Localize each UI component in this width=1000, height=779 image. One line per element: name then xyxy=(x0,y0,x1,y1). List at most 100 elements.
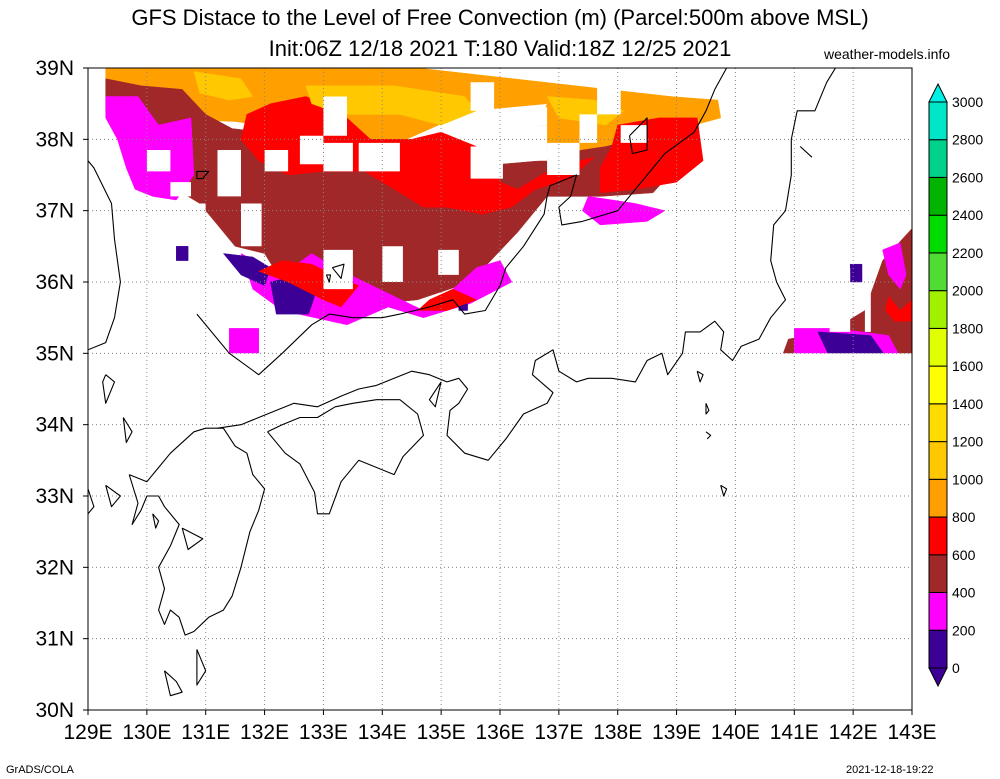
lat-tick-label: 39N xyxy=(35,57,74,80)
lat-tick-label: 31N xyxy=(35,628,74,651)
lon-tick-label: 130E xyxy=(122,721,171,744)
coastline-19 xyxy=(696,370,704,383)
colorbar-swatch xyxy=(928,629,948,669)
lat-axis: 30N 31N 32N 33N 34N 35N 36N 37N 38N 39N xyxy=(35,57,88,722)
lfc-region-0-4-4 xyxy=(849,263,863,283)
lon-tick-label: 133E xyxy=(299,721,348,744)
lat-tick-label: 35N xyxy=(35,342,74,365)
colorbar-label: 3000 xyxy=(952,94,983,110)
lon-tick-label: 142E xyxy=(829,721,878,744)
lfc-region-200-3-5 xyxy=(582,196,666,226)
coastline-17 xyxy=(428,381,442,408)
colorbar-min-arrow xyxy=(928,667,948,688)
undefined-cell-15 xyxy=(547,142,580,175)
lon-tick-label: 138E xyxy=(593,721,642,744)
undefined-cell-11 xyxy=(382,246,403,282)
colorbar-swatch xyxy=(928,365,948,405)
lat-tick-label: 30N xyxy=(35,699,74,722)
colorbar-label: 1400 xyxy=(952,396,983,412)
undefined-cell-8 xyxy=(323,142,353,172)
colorbar-label: 2200 xyxy=(952,245,983,261)
undefined-cell-20 xyxy=(523,107,548,126)
lat-tick-label: 34N xyxy=(35,414,74,437)
undefined-cell-13 xyxy=(470,146,503,179)
lfc-region-400-5-5 xyxy=(258,260,360,308)
colorbar-label: 200 xyxy=(952,622,976,638)
colorbar-swatch xyxy=(928,592,948,631)
colorbar-swatch xyxy=(928,516,948,556)
colorbar-label: 1800 xyxy=(952,320,983,336)
coastline-13 xyxy=(88,488,95,515)
coastline-1 xyxy=(196,170,210,180)
lon-tick-label: 136E xyxy=(475,721,524,744)
colorbar-swatch xyxy=(928,214,948,254)
undefined-cell-12 xyxy=(438,249,459,275)
lon-tick-label: 131E xyxy=(181,721,230,744)
undefined-cell-0 xyxy=(146,150,171,172)
lfc-region-400-5-6 xyxy=(416,288,478,311)
footer-timestamp: 2021-12-18-19:22 xyxy=(846,764,934,776)
undefined-cell-1 xyxy=(170,182,191,197)
colorbar-swatch xyxy=(928,441,948,480)
coastline-21 xyxy=(720,484,728,497)
undefined-cell-2 xyxy=(191,203,206,218)
lon-tick-label: 139E xyxy=(652,721,701,744)
undefined-cell-6 xyxy=(299,135,324,165)
coastline-9 xyxy=(181,527,204,551)
undefined-cell-23 xyxy=(829,267,851,332)
lon-tick-label: 137E xyxy=(534,721,583,744)
chart-subtitle: Init:06Z 12/18 2021 T:180 Valid:18Z 12/2… xyxy=(268,36,732,61)
lon-tick-label: 129E xyxy=(63,721,112,744)
colorbar-swatch xyxy=(928,101,948,141)
coastline-layer xyxy=(88,68,836,697)
undefined-cell-3 xyxy=(217,150,241,197)
lfc-region-1000-6-2 xyxy=(193,71,254,101)
lat-tick-label: 36N xyxy=(35,271,74,294)
colorbar-swatch xyxy=(928,290,948,329)
coastline-12 xyxy=(105,484,121,508)
lfc-region-0-4-2 xyxy=(222,253,271,286)
undefined-cell-18 xyxy=(620,125,648,143)
site-label: weather-models.info xyxy=(824,46,951,62)
lon-tick-label: 132E xyxy=(240,721,289,744)
lfc-region-0-4-3 xyxy=(176,246,189,261)
coastline-16 xyxy=(267,399,425,515)
lfc-region-1000-6-0 xyxy=(305,85,477,126)
coastline-6 xyxy=(102,374,116,404)
colorbar-max-arrow xyxy=(928,82,948,103)
coastline-4 xyxy=(331,263,345,279)
coastline-10 xyxy=(217,68,836,461)
colorbar-swatch xyxy=(928,554,948,593)
undefined-cell-9 xyxy=(358,142,400,172)
coastline-2 xyxy=(196,68,728,376)
colorbar-label: 2000 xyxy=(952,283,983,299)
coastline-18 xyxy=(799,146,813,158)
undefined-cell-5 xyxy=(264,150,289,172)
coastline-7 xyxy=(122,417,133,444)
colorbar: 0 200 400 600 800 1000 1200 1400 1600 1800 2000 220… xyxy=(928,82,983,688)
undefined-cell-14 xyxy=(511,125,548,161)
undefined-cell-21 xyxy=(788,406,812,439)
undefined-cell-7 xyxy=(323,96,347,136)
coastline-3 xyxy=(628,117,648,155)
coastline-8 xyxy=(128,427,266,636)
coastline-20 xyxy=(705,403,710,415)
undefined-cell-4 xyxy=(241,203,262,247)
coastline-11 xyxy=(152,513,160,529)
colorbar-swatch xyxy=(928,327,948,367)
footer-left-credit: GrADS/COLA xyxy=(6,764,74,776)
coastline-22 xyxy=(705,431,712,440)
undefined-cell-17 xyxy=(597,85,621,115)
colorbar-label: 800 xyxy=(952,509,976,525)
undefined-cell-22 xyxy=(838,460,862,493)
coastline-14 xyxy=(163,670,183,697)
colorbar-label: 1000 xyxy=(952,471,983,487)
lfc-region-200-3-4 xyxy=(882,242,907,290)
lat-tick-label: 33N xyxy=(35,485,74,508)
colorbar-label: 600 xyxy=(952,547,976,563)
undefined-cell-19 xyxy=(470,82,495,111)
coastline-0 xyxy=(88,160,121,351)
lon-tick-label: 134E xyxy=(358,721,407,744)
colorbar-label: 2400 xyxy=(952,207,983,223)
